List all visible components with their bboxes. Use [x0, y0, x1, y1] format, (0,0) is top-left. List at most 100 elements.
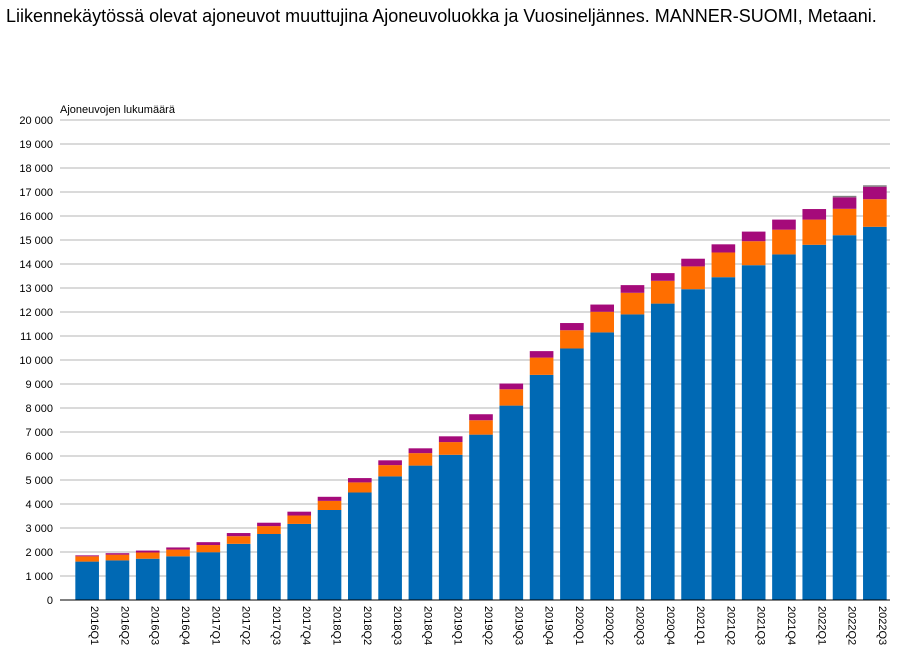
y-tick-label: 8 000 — [25, 403, 53, 415]
bar-segment — [469, 420, 493, 435]
chart-title: Liikennekäytössä olevat ajoneuvot muuttu… — [6, 6, 877, 26]
bar-segment — [438, 442, 463, 455]
bar-segment — [105, 554, 130, 561]
bar-segment — [711, 252, 736, 278]
bar-segment — [499, 383, 524, 390]
x-tick-label: 2022Q2 — [846, 606, 858, 645]
x-tick-label: 2019Q4 — [543, 606, 555, 645]
x-tick-label: 2019Q3 — [512, 606, 524, 645]
bar-segment — [378, 476, 402, 600]
y-tick-label: 19 000 — [19, 139, 53, 151]
bar-segment — [469, 414, 493, 421]
x-tick-label: 2022Q1 — [815, 606, 827, 645]
bar-segment — [196, 545, 221, 553]
bar-segment — [166, 556, 190, 600]
bar-segment — [257, 534, 281, 600]
bar-segment — [772, 229, 796, 255]
y-axis-ticks: 0 1 000 2 000 3 000 4 000 5 000 6 000 7 000 8 00… — [19, 115, 53, 607]
bar-segment — [681, 289, 705, 600]
bar-segment — [196, 542, 221, 546]
bar-segment — [378, 460, 402, 466]
x-tick-label: 2021Q1 — [694, 606, 706, 645]
bar-segment — [166, 547, 190, 550]
y-tick-label: 16 000 — [19, 211, 53, 223]
bar-segment — [620, 314, 645, 600]
bar-segment — [772, 219, 796, 230]
bar-segment — [226, 533, 251, 537]
bar-segment — [317, 500, 342, 510]
bar-segment — [863, 186, 887, 200]
bar-segment — [469, 434, 493, 600]
x-tick-label: 2017Q1 — [209, 606, 221, 645]
bar-segment — [75, 556, 99, 562]
bar-segment — [802, 209, 827, 220]
bar-segment — [135, 550, 160, 553]
bar-segment — [620, 285, 645, 293]
bar-segment — [560, 330, 584, 349]
bar-segment — [741, 241, 766, 266]
bar-segment — [560, 348, 584, 600]
bar-segment — [802, 244, 827, 601]
x-tick-label: 2016Q2 — [118, 606, 130, 645]
bar-segment — [529, 374, 554, 600]
y-tick-label: 10 000 — [19, 355, 53, 367]
x-tick-label: 2018Q4 — [421, 606, 433, 645]
y-tick-label: 7 000 — [25, 427, 53, 439]
bar-segment — [408, 448, 433, 454]
bar-segment — [75, 555, 99, 557]
x-tick-label: 2017Q3 — [270, 606, 282, 645]
bar-segment — [287, 515, 312, 524]
y-tick-label: 12 000 — [19, 307, 53, 319]
bar-segment — [347, 492, 372, 600]
bar-segment — [863, 185, 887, 187]
x-tick-label: 2021Q2 — [724, 606, 736, 645]
y-tick-label: 5 000 — [25, 475, 53, 487]
bar-segment — [590, 304, 615, 312]
bar-segment — [135, 552, 160, 559]
x-tick-label: 2019Q2 — [482, 606, 494, 645]
y-tick-label: 0 — [47, 595, 53, 607]
bar-segment — [590, 332, 615, 600]
bar-segment — [560, 323, 584, 331]
bar-segment — [650, 273, 675, 281]
bar-segment — [650, 280, 675, 304]
bar-segment — [347, 482, 372, 493]
bar-segment — [438, 436, 463, 443]
bar-segment — [105, 560, 130, 600]
x-tick-label: 2016Q4 — [179, 606, 191, 645]
y-axis-label: Ajoneuvojen lukumäärä — [60, 104, 176, 116]
bar-segment — [347, 478, 372, 483]
x-tick-label: 2020Q3 — [633, 606, 645, 645]
x-tick-label: 2020Q2 — [603, 606, 615, 645]
bar-segment — [408, 453, 433, 466]
bar-segment — [741, 265, 766, 600]
bar-segment — [287, 511, 312, 516]
bar-segment — [226, 543, 251, 600]
y-tick-label: 3 000 — [25, 523, 53, 535]
bar-segment — [317, 496, 342, 501]
bar-segment — [105, 553, 130, 555]
bar-segment — [438, 454, 463, 600]
y-tick-label: 11 000 — [20, 331, 53, 343]
x-tick-label: 2022Q3 — [876, 606, 888, 645]
bar-segment — [711, 244, 736, 253]
bar-segment — [832, 208, 857, 236]
bars — [75, 185, 887, 601]
x-tick-label: 2016Q3 — [149, 606, 161, 645]
bar-segment — [832, 195, 857, 198]
y-tick-label: 9 000 — [25, 379, 53, 391]
bar-segment — [257, 522, 281, 527]
bar-segment — [257, 526, 281, 534]
bar-segment — [590, 311, 615, 333]
y-tick-label: 18 000 — [19, 163, 53, 175]
bar-segment — [196, 552, 221, 600]
bar-segment — [408, 465, 433, 600]
bar-segment — [499, 389, 524, 406]
x-tick-label: 2017Q2 — [240, 606, 252, 645]
x-tick-label: 2018Q1 — [331, 606, 343, 645]
y-tick-label: 13 000 — [19, 283, 53, 295]
bar-segment — [135, 558, 160, 600]
bar-segment — [772, 254, 796, 600]
bar-segment — [529, 351, 554, 358]
